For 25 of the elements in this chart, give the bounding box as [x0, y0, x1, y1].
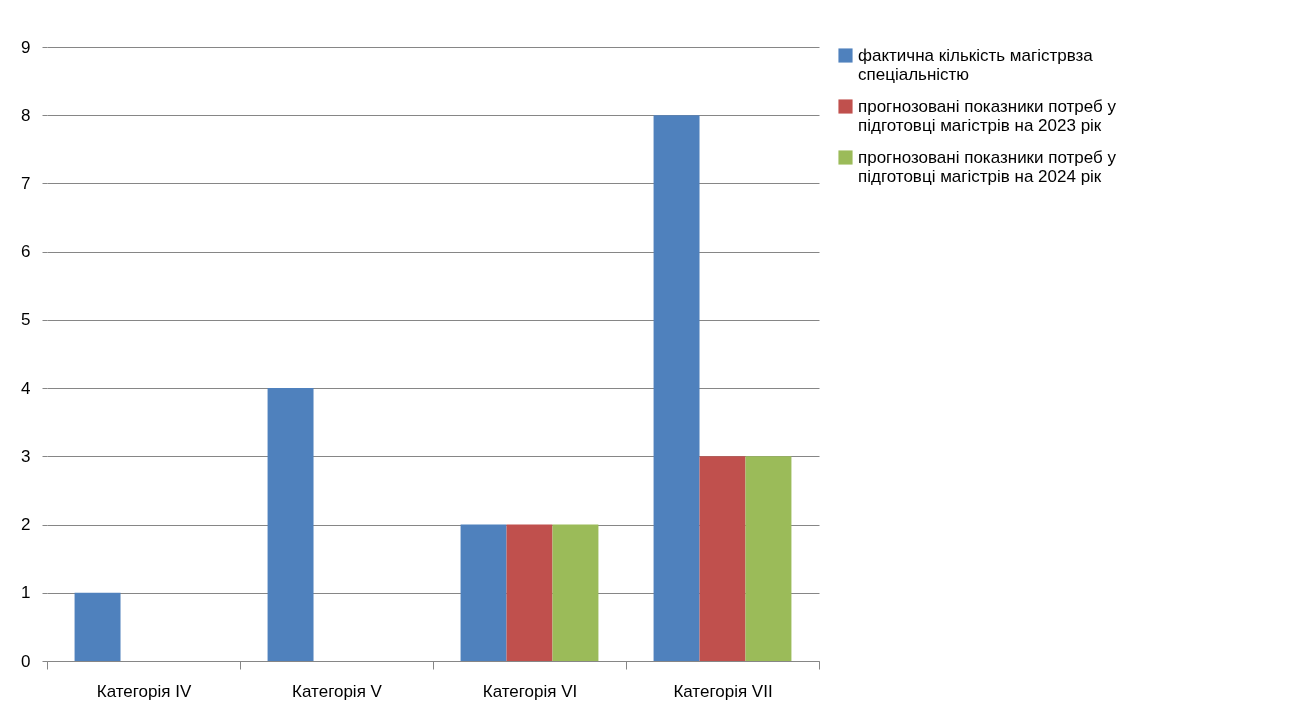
bar — [745, 456, 792, 661]
y-tick-label: 3 — [21, 446, 31, 466]
y-tick-label: 0 — [21, 651, 31, 671]
bar — [460, 524, 507, 661]
legend-label: прогнозовані показники потреб у підготовці магістрів на 2024 рік — [858, 147, 1117, 186]
bar — [506, 524, 553, 661]
x-tick-label: Категорія IV — [96, 681, 192, 701]
bar — [74, 592, 121, 661]
y-tick-label: 1 — [21, 583, 31, 603]
y-tick-label: 4 — [21, 378, 31, 398]
y-tick-label: 8 — [21, 105, 31, 125]
bar — [699, 456, 746, 661]
legend-label: прогнозовані показники потреб у підготовці магістрів на 2023 рік — [858, 96, 1117, 135]
bar — [653, 115, 700, 661]
bar — [267, 388, 314, 661]
y-tick-label: 7 — [21, 173, 31, 193]
y-tick-label: 6 — [21, 242, 31, 262]
x-tick-label: Категорія VI — [482, 681, 578, 701]
y-tick-label: 5 — [21, 310, 31, 330]
legend-label: фактична кількість магістрвза спеціальністю — [858, 45, 1094, 84]
y-tick-label: 9 — [21, 37, 31, 57]
x-tick-label: Категорія VII — [673, 681, 773, 701]
bar — [552, 524, 599, 661]
x-tick-label: Категорія V — [292, 681, 383, 701]
y-tick-label: 2 — [21, 515, 31, 535]
